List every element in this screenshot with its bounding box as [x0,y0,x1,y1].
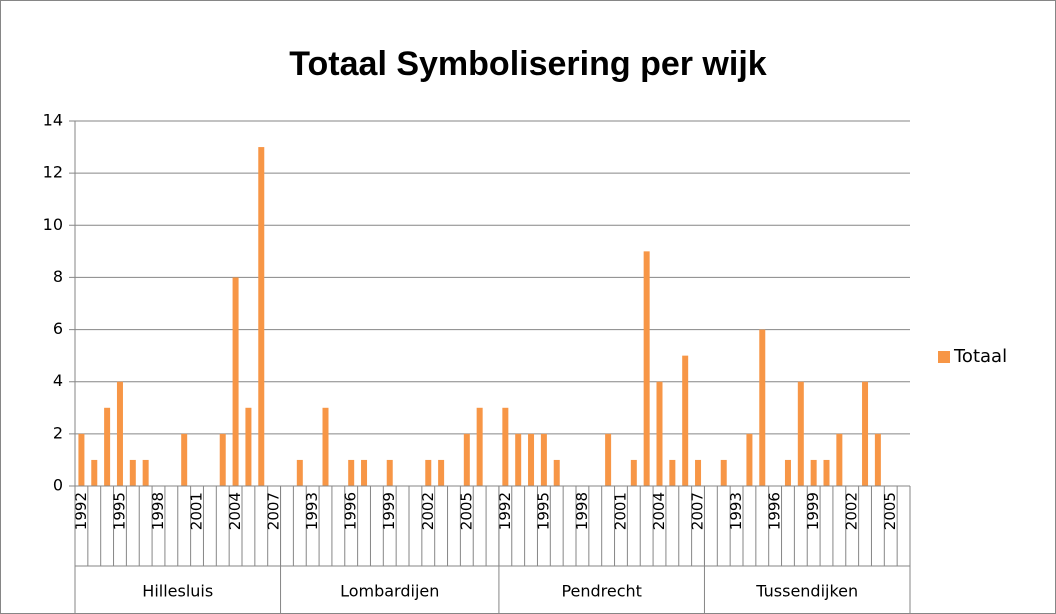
x-tick-label: 1995 [534,492,552,530]
x-tick-label: 1993 [727,492,745,530]
bar [322,407,329,486]
y-tick-label: 2 [53,423,63,442]
bar [78,433,85,486]
bar [425,459,432,486]
bar [823,459,830,486]
x-tick-label: 1993 [303,492,321,530]
bar [874,433,881,486]
x-tick-label: 2004 [226,492,244,530]
x-tick-label: 1992 [72,492,90,530]
bar [605,433,612,486]
group-label: Hillesluis [142,582,213,601]
bar [116,381,123,486]
x-tick-label: 2007 [265,492,283,530]
bar [669,459,676,486]
chart-title: Totaal Symbolisering per wijk [289,45,766,83]
x-tick-label: 1999 [380,492,398,530]
x-tick-label: 1996 [766,492,784,530]
bar [862,381,869,486]
bar [129,459,136,486]
x-tick-label: 2005 [457,492,475,530]
bar [245,407,252,486]
bar [759,329,766,486]
bar [181,433,188,486]
bar [528,433,535,486]
y-tick-label: 6 [53,319,63,338]
bar [553,459,560,486]
bar [232,277,239,486]
bar [643,251,650,486]
bar [258,147,265,487]
x-tick-label: 2002 [843,492,861,530]
y-tick-label: 14 [43,111,63,130]
bar [142,459,149,486]
bar [104,407,111,486]
y-tick-label: 0 [53,476,63,495]
x-tick-label: 2001 [611,492,629,530]
y-tick-label: 8 [53,267,63,286]
x-tick-label: 2007 [689,492,707,530]
legend-swatch [938,351,950,363]
bar [836,433,843,486]
bar [656,381,663,486]
group-label: Lombardijen [340,582,439,601]
group-label: Pendrecht [561,582,642,601]
bar [463,433,470,486]
y-tick-label: 10 [43,215,63,234]
bar [91,459,98,486]
bar [502,407,509,486]
legend-label: Totaal [953,346,1007,367]
bar [219,433,226,486]
y-tick-label: 12 [43,163,63,182]
bar [630,459,637,486]
bar [386,459,393,486]
x-tick-label: 2005 [881,492,899,530]
bar [720,459,727,486]
bar [682,355,689,486]
x-tick-label: 2001 [188,492,206,530]
bar [695,459,702,486]
bar [361,459,368,486]
bar [348,459,355,486]
bar [438,459,445,486]
x-tick-label: 1996 [342,492,360,530]
x-tick-label: 2002 [419,492,437,530]
x-tick-label: 1995 [110,492,128,530]
bar [784,459,791,486]
group-label: Tussendijken [755,582,858,601]
bar [746,433,753,486]
bar [476,407,483,486]
x-tick-label: 1998 [573,492,591,530]
bar [540,433,547,486]
bar [296,459,303,486]
x-tick-label: 1998 [149,492,167,530]
x-tick-label: 1999 [804,492,822,530]
bar [515,433,522,486]
x-tick-label: 1992 [496,492,514,530]
bar [797,381,804,486]
y-tick-label: 4 [53,371,63,390]
bar [810,459,817,486]
x-tick-label: 2004 [650,492,668,530]
